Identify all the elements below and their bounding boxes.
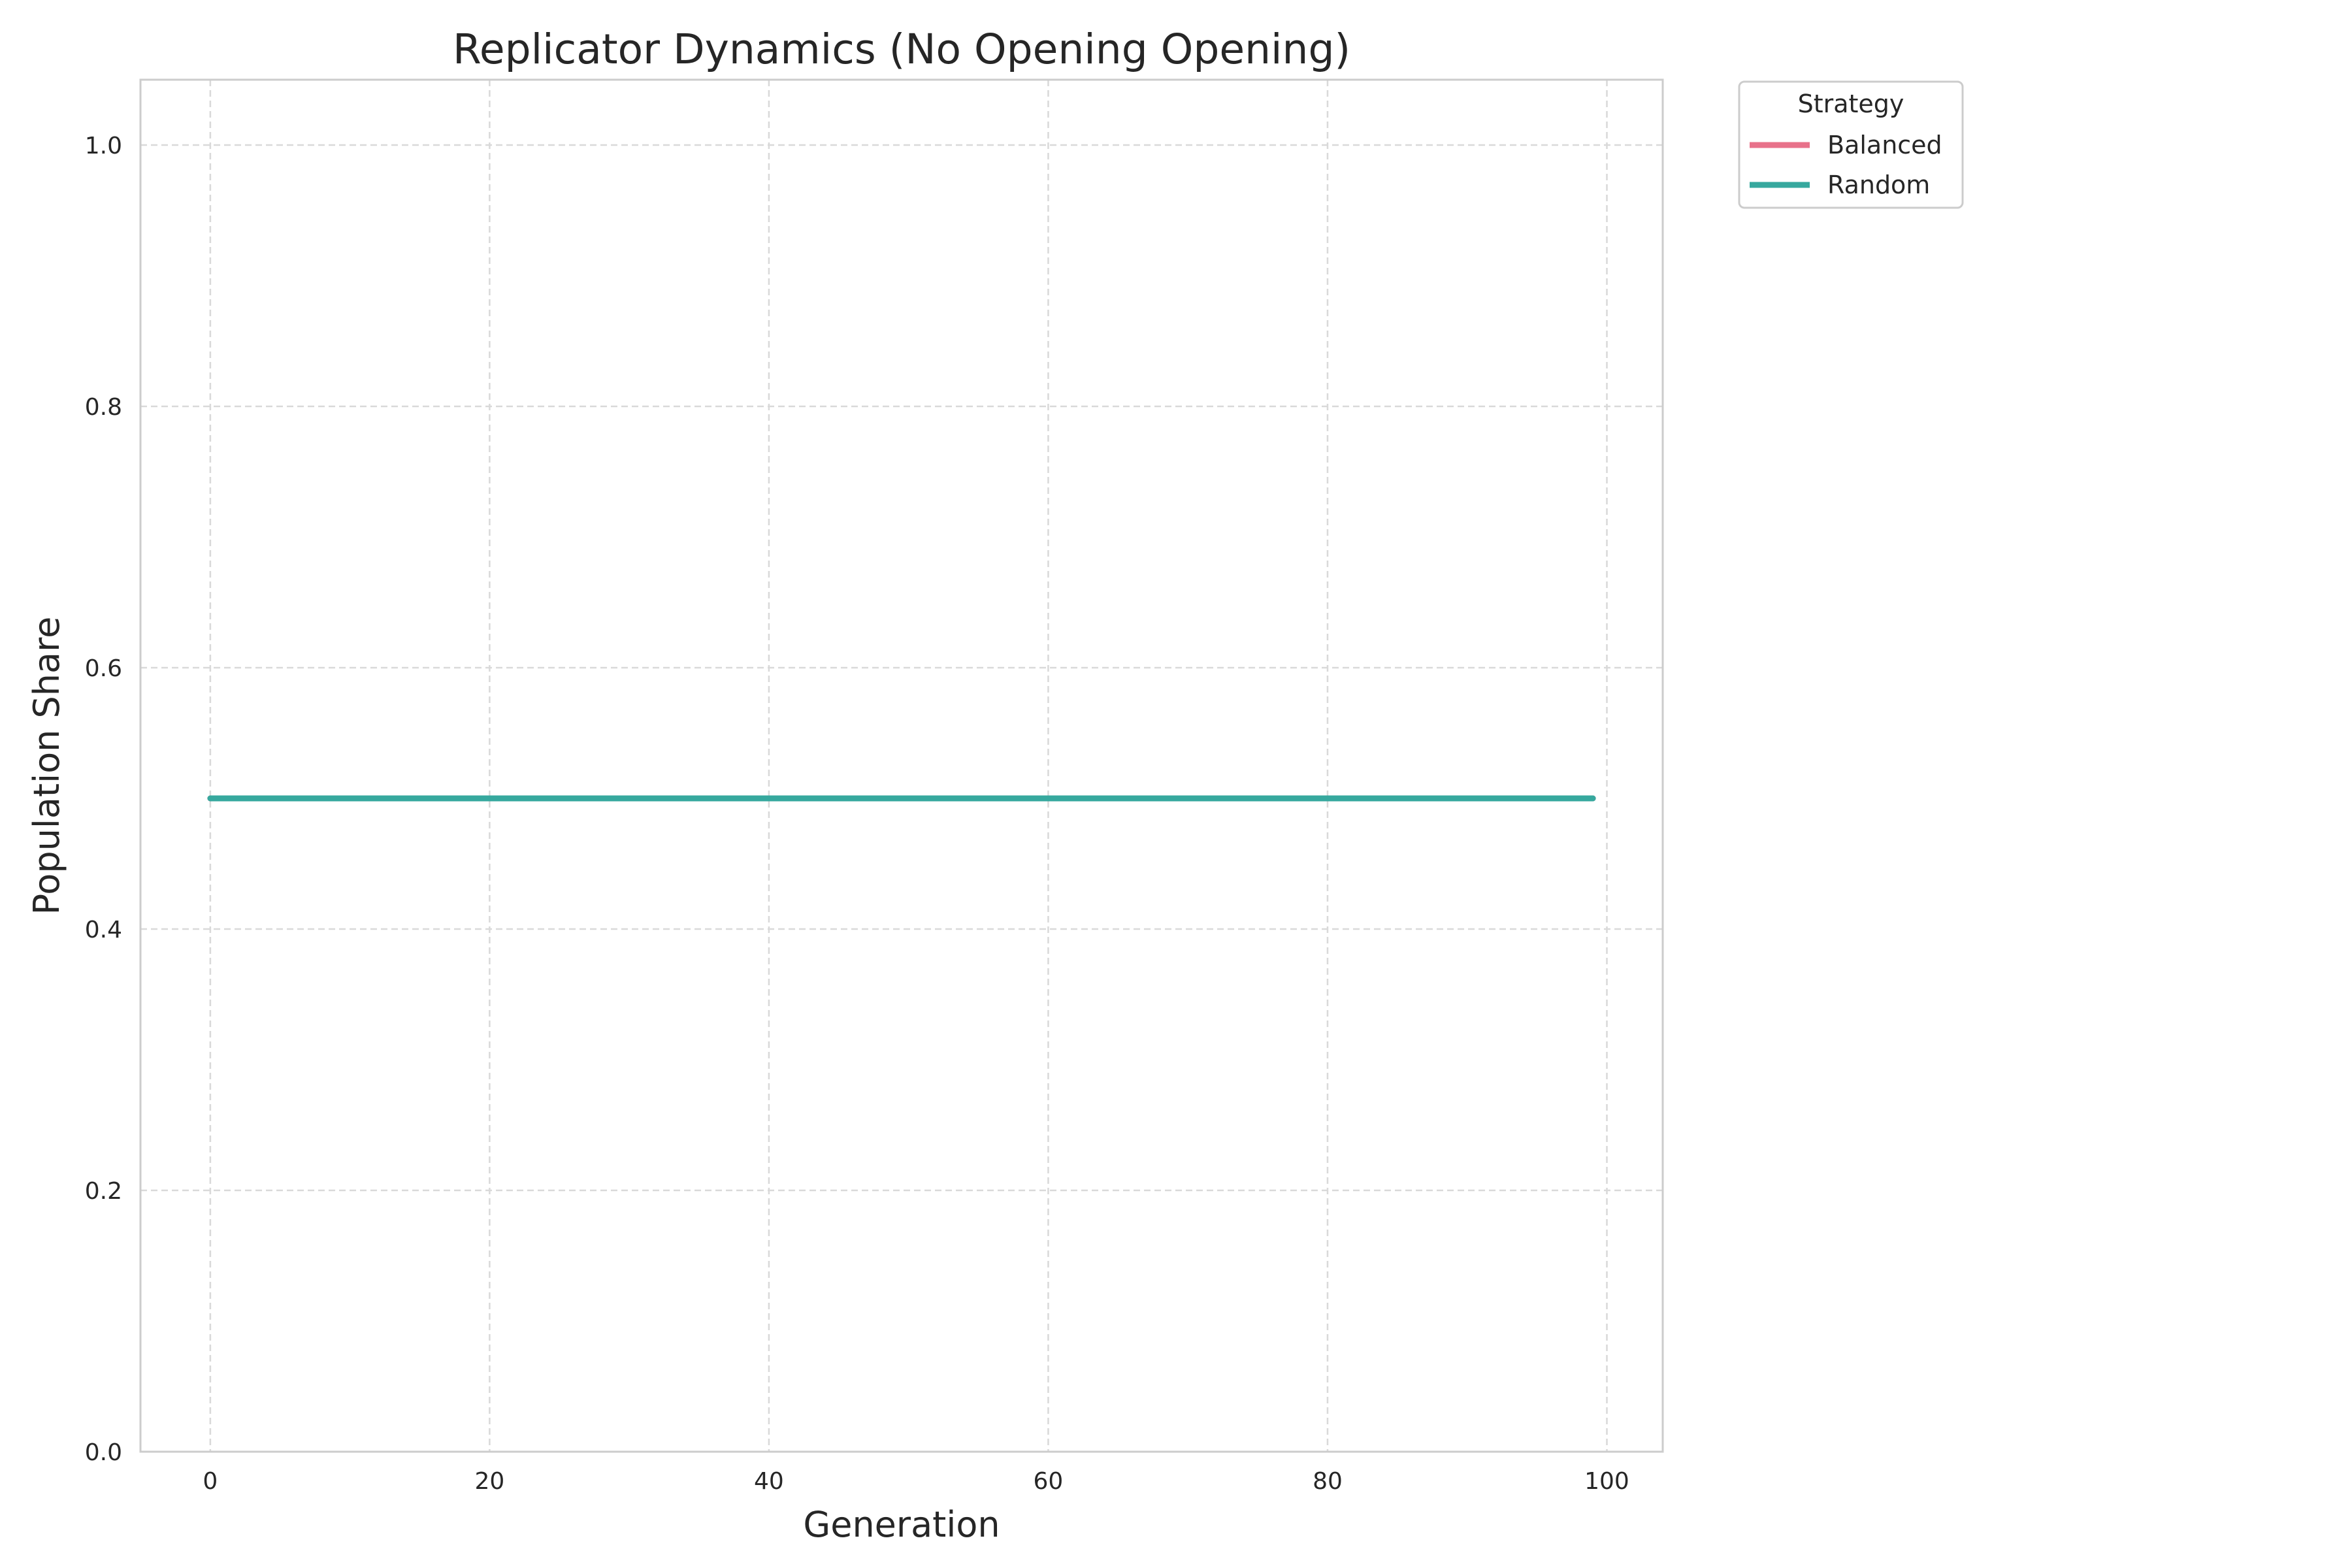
y-tick-label: 0.8	[85, 394, 122, 421]
y-tick-label: 0.2	[85, 1178, 122, 1205]
x-tick-label: 80	[1313, 1468, 1343, 1495]
x-tick-label: 40	[754, 1468, 784, 1495]
y-tick-labels: 0.0 0.2 0.4 0.6 0.8 1.0	[85, 133, 122, 1466]
legend-label: Random	[1827, 171, 1930, 199]
x-tick-labels: 0 20 40 60 80 100	[203, 1468, 1629, 1495]
y-axis-label: Population Share	[26, 617, 67, 915]
y-tick-label: 1.0	[85, 133, 122, 159]
x-tick-label: 0	[203, 1468, 218, 1495]
x-tick-label: 20	[474, 1468, 504, 1495]
legend-title: Strategy	[1798, 90, 1904, 118]
legend-label: Balanced	[1827, 131, 1942, 159]
plot-frame	[139, 78, 1664, 1453]
x-tick-label: 100	[1584, 1468, 1629, 1495]
y-tick-label: 0.6	[85, 655, 122, 682]
x-tick-label: 60	[1034, 1468, 1064, 1495]
legend-items: Balanced Random	[1750, 131, 1942, 199]
x-axis-label: Generation	[803, 1504, 1000, 1545]
chart-title: Replicator Dynamics (No Opening Opening)	[453, 25, 1350, 73]
y-tick-label: 0.0	[85, 1439, 122, 1466]
legend-box	[1738, 80, 1964, 209]
legend: Strategy Balanced Random	[1738, 80, 1964, 209]
y-tick-label: 0.4	[85, 917, 122, 943]
